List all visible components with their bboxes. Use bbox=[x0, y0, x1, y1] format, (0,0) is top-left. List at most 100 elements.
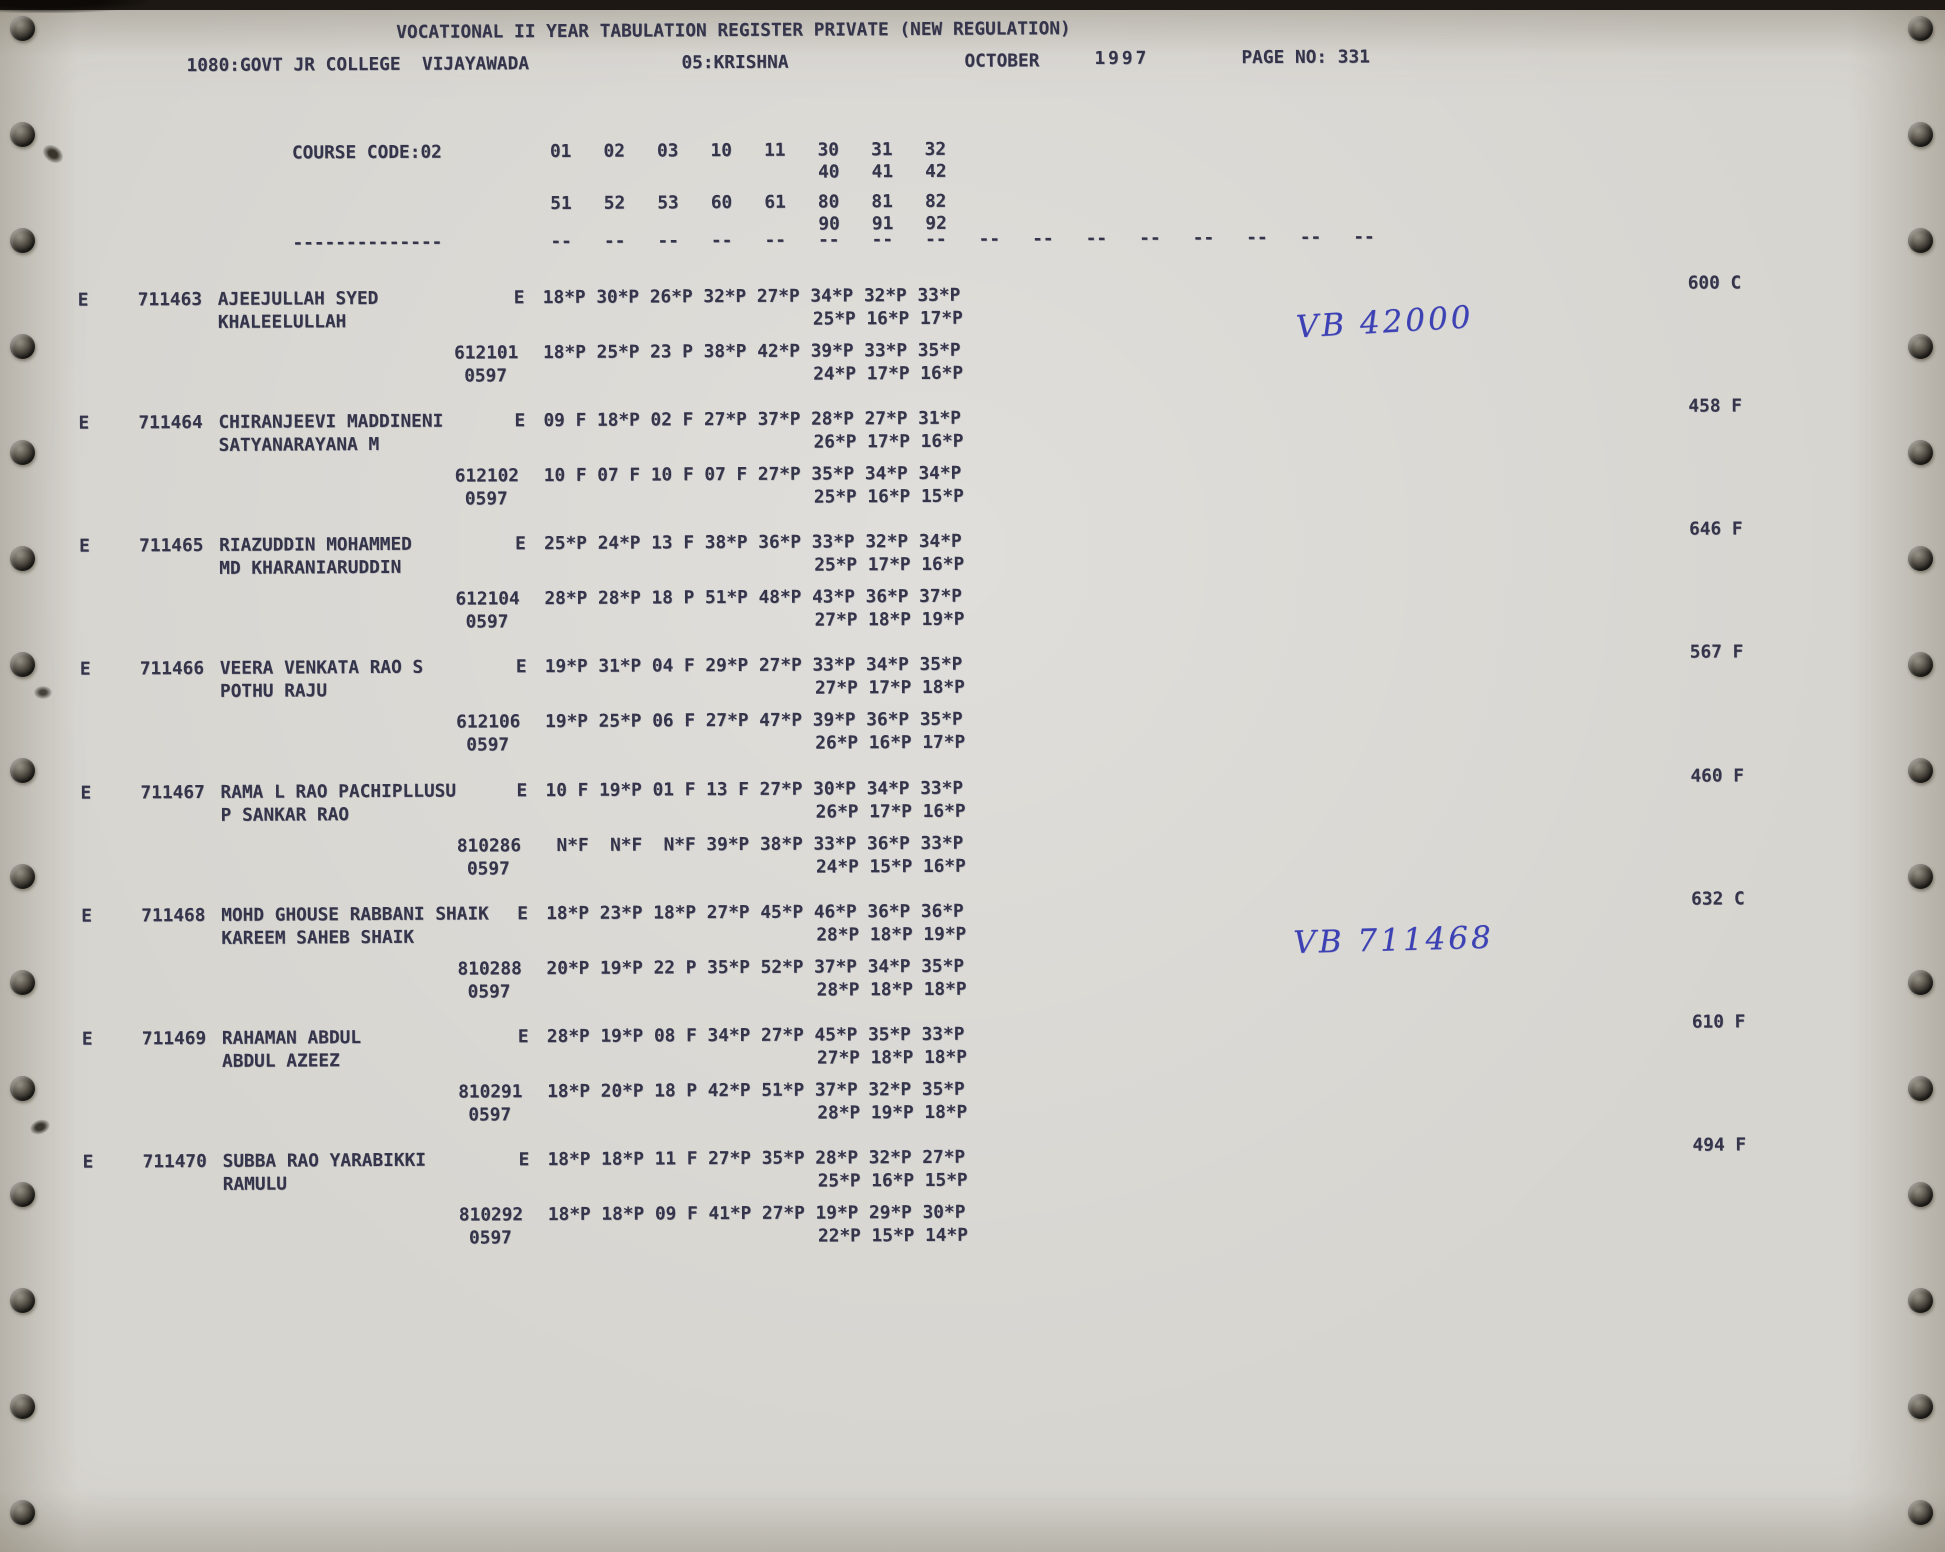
record-status-flag: E bbox=[82, 1151, 94, 1173]
punch-hole bbox=[10, 1394, 35, 1419]
marks-line1-continued: 28*P 18*P 19*P bbox=[816, 923, 967, 946]
medium-flag: E bbox=[518, 1149, 530, 1171]
scan-edge-artifact bbox=[0, 0, 150, 13]
punch-hole bbox=[1908, 122, 1933, 147]
marks-line1: 19*P 31*P 04 F 29*P 27*P 33*P 34*P 35*P bbox=[544, 654, 963, 678]
marks-line1-continued: 26*P 17*P 16*P bbox=[815, 800, 966, 823]
marks-line1: 18*P 30*P 26*P 32*P 27*P 34*P 32*P 33*P bbox=[542, 284, 961, 309]
punch-hole bbox=[10, 1288, 35, 1313]
student-name: MOHD GHOUSE RABBANI SHAIK bbox=[221, 903, 489, 926]
student-father-name: POTHU RAJU bbox=[219, 680, 328, 703]
exam-month: OCTOBER bbox=[964, 50, 1040, 72]
registration-number: 711465 bbox=[139, 535, 204, 557]
punch-hole bbox=[10, 758, 35, 783]
total-marks-result: 458 F bbox=[1688, 395, 1742, 417]
punch-hole bbox=[10, 1182, 35, 1207]
punch-hole bbox=[1908, 228, 1933, 253]
exam-session-code: 0597 bbox=[467, 980, 511, 1003]
marks-line2: 18*P 18*P 09 F 41*P 27*P 19*P 29*P 30*P bbox=[547, 1201, 966, 1226]
marks-line2: 18*P 20*P 18 P 42*P 51*P 37*P 32*P 35*P bbox=[547, 1078, 965, 1102]
second-appearance-number: 612104 bbox=[455, 588, 520, 610]
medium-flag: E bbox=[513, 287, 525, 309]
punch-hole bbox=[1908, 1288, 1933, 1313]
marks-line2: 28*P 28*P 18 P 51*P 48*P 43*P 36*P 37*P bbox=[544, 586, 963, 610]
record-status-flag: E bbox=[77, 289, 89, 311]
student-father-name: RAMULU bbox=[222, 1173, 287, 1195]
punch-hole bbox=[10, 652, 35, 677]
student-record: E 711466 VEERA VENKATA RAO S POTHU RAJU … bbox=[0, 642, 1945, 756]
exam-session-code: 0597 bbox=[466, 857, 510, 880]
exam-session-code: 0597 bbox=[464, 488, 508, 510]
second-appearance-number: 612102 bbox=[454, 465, 520, 487]
punch-hole bbox=[1908, 758, 1933, 783]
exam-session-code: 0597 bbox=[464, 365, 508, 387]
marks-line2: 18*P 25*P 23 P 38*P 42*P 39*P 33*P 35*P bbox=[543, 339, 961, 364]
student-name: RAHAMAN ABDUL bbox=[221, 1026, 362, 1049]
punch-hole bbox=[1908, 1076, 1933, 1101]
registration-number: 711464 bbox=[138, 412, 203, 434]
record-status-flag: E bbox=[80, 782, 92, 804]
punch-hole bbox=[10, 16, 35, 41]
punch-hole bbox=[1908, 16, 1933, 41]
exam-session-code: 0597 bbox=[468, 1227, 512, 1249]
medium-flag: E bbox=[516, 779, 528, 801]
marks-line1: 10 F 19*P 01 F 13 F 27*P 30*P 34*P 33*P bbox=[545, 777, 964, 801]
student-name: RIAZUDDIN MOHAMMED bbox=[219, 534, 412, 557]
second-appearance-number: 810291 bbox=[458, 1081, 523, 1103]
marks-line1-continued: 27*P 17*P 18*P bbox=[814, 677, 965, 699]
marks-line1-continued: 27*P 18*P 18*P bbox=[816, 1046, 967, 1069]
marks-line2-continued: 22*P 15*P 14*P bbox=[817, 1224, 968, 1247]
exam-year: 1997 bbox=[1094, 47, 1150, 69]
second-appearance-number: 810286 bbox=[456, 834, 522, 857]
exam-session-code: 0597 bbox=[465, 611, 509, 633]
subject-codes-row1: 01 02 03 10 11 30 31 32 bbox=[549, 138, 947, 163]
marks-line1-continued: 25*P 16*P 15*P bbox=[817, 1169, 968, 1192]
punch-hole bbox=[10, 334, 35, 359]
total-marks-result: 567 F bbox=[1689, 641, 1744, 664]
separator-dashes-cols: -- -- -- -- -- -- -- -- -- -- -- -- -- -… bbox=[550, 226, 1375, 253]
medium-flag: E bbox=[514, 410, 526, 432]
student-father-name: P SANKAR RAO bbox=[220, 803, 350, 826]
marks-line2-continued: 26*P 16*P 17*P bbox=[815, 732, 966, 754]
punch-hole bbox=[1908, 1500, 1933, 1525]
punch-hole bbox=[1908, 864, 1933, 889]
marks-line2: 19*P 25*P 06 F 27*P 47*P 39*P 36*P 35*P bbox=[545, 709, 963, 733]
student-record: E 711463 AJEEJULLAH SYED KHALEELULLAH E … bbox=[0, 272, 1943, 386]
page-number: PAGE NO: 331 bbox=[1241, 46, 1370, 69]
student-name: SUBBA RAO YARABIKKI bbox=[222, 1149, 427, 1172]
student-father-name: ABDUL AZEEZ bbox=[221, 1050, 340, 1072]
marks-line2-continued: 24*P 15*P 16*P bbox=[815, 855, 966, 878]
punch-hole bbox=[1908, 970, 1933, 995]
marks-line1-continued: 25*P 17*P 16*P bbox=[814, 553, 965, 576]
marks-line2: 10 F 07 F 10 F 07 F 27*P 35*P 34*P 34*P bbox=[543, 462, 962, 487]
exam-session-code: 0597 bbox=[468, 1104, 512, 1126]
punch-hole bbox=[10, 1076, 35, 1101]
second-appearance-number: 810288 bbox=[457, 957, 522, 980]
student-record: E 711469 RAHAMAN ABDUL ABDUL AZEEZ E 28*… bbox=[2, 1011, 1945, 1125]
punch-hole bbox=[10, 864, 35, 889]
paper-sheet bbox=[0, 10, 1945, 1552]
subject-codes-row1b: 40 41 42 bbox=[818, 160, 947, 183]
total-marks-result: 632 C bbox=[1691, 888, 1745, 910]
medium-flag: E bbox=[517, 1025, 529, 1048]
student-name: RAMA L RAO PACHIPLLUSU bbox=[220, 780, 457, 803]
student-record: E 711470 SUBBA RAO YARABIKKI RAMULU E 18… bbox=[2, 1134, 1945, 1248]
handwritten-annotation: VB 42000 bbox=[1294, 299, 1475, 346]
student-father-name: KAREEM SAHEB SHAIK bbox=[221, 926, 415, 949]
total-marks-result: 460 F bbox=[1690, 764, 1745, 787]
record-status-flag: E bbox=[81, 905, 92, 927]
registration-number: 711469 bbox=[141, 1027, 207, 1050]
subject-codes-row2: 51 52 53 60 61 80 81 82 bbox=[550, 190, 947, 215]
punch-hole bbox=[1908, 1182, 1933, 1207]
student-record: E 711465 RIAZUDDIN MOHAMMED MD KHARANIAR… bbox=[0, 519, 1944, 633]
punch-hole bbox=[1908, 652, 1933, 677]
punch-hole bbox=[10, 122, 35, 147]
records-list: E 711463 AJEEJULLAH SYED KHALEELULLAH E … bbox=[0, 0, 1941, 1248]
second-appearance-number: 810292 bbox=[458, 1204, 524, 1226]
student-name: CHIRANJEEVI MADDINENI bbox=[218, 410, 444, 434]
register-title: VOCATIONAL II YEAR TABULATION REGISTER P… bbox=[396, 18, 1071, 43]
registration-number: 711470 bbox=[142, 1150, 207, 1173]
marks-line1: 25*P 24*P 13 F 38*P 36*P 33*P 32*P 34*P bbox=[544, 531, 962, 555]
